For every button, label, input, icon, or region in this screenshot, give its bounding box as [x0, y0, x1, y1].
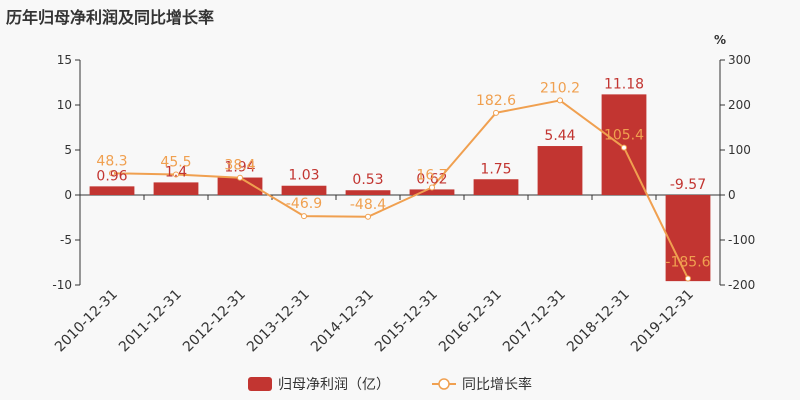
x-tick-label: 2016-12-31 [436, 287, 505, 356]
y-left-tick-label: -5 [60, 233, 72, 247]
growth-value-label: 182.6 [476, 93, 516, 109]
bar-value-label: 5.44 [544, 128, 575, 144]
x-tick-label: 2012-12-31 [180, 287, 249, 356]
legend-bar-swatch [248, 377, 272, 391]
growth-point [301, 213, 307, 220]
bar [217, 177, 263, 195]
growth-value-label: 16.7 [416, 167, 447, 183]
growth-value-label: -48.4 [350, 197, 386, 213]
growth-point [109, 170, 115, 177]
y-left-tick-label: 0 [64, 188, 72, 202]
bar [473, 179, 519, 195]
x-tick-label: 2014-12-31 [308, 287, 377, 356]
y-right-unit: % [714, 33, 726, 47]
growth-value-label: 45.5 [160, 155, 191, 171]
bar-value-label: 11.18 [604, 76, 644, 92]
x-tick-label: 2010-12-31 [52, 287, 121, 356]
growth-point [237, 174, 243, 181]
growth-point [685, 275, 691, 282]
bar [153, 182, 199, 195]
x-tick-label: 2018-12-31 [564, 287, 633, 356]
bar [409, 189, 455, 195]
y-right-tick-label: 300 [728, 53, 751, 67]
bar-value-label: 1.94 [224, 160, 255, 176]
bar-value-label: 1.4 [165, 164, 187, 180]
growth-line [111, 99, 689, 279]
growth-point [557, 97, 563, 104]
growth-point [493, 109, 499, 116]
growth-point [429, 184, 435, 191]
x-tick-label: 2015-12-31 [372, 287, 441, 356]
y-right-tick-label: 100 [728, 143, 751, 157]
bar-value-label: -9.57 [670, 177, 706, 193]
bar-value-label: 1.75 [480, 161, 511, 177]
growth-point [365, 213, 371, 220]
growth-value-label: -185.6 [665, 255, 710, 271]
bar [345, 190, 391, 195]
y-right-tick-label: -100 [728, 233, 755, 247]
bar [89, 186, 135, 195]
x-tick-label: 2013-12-31 [244, 287, 313, 356]
y-right-tick-label: 200 [728, 98, 751, 112]
y-left-tick-label: 10 [57, 98, 72, 112]
bar [537, 146, 583, 195]
growth-value-label: 38.4 [224, 158, 255, 174]
bar-value-label: 0.96 [96, 168, 127, 184]
growth-value-label: 48.3 [96, 153, 127, 169]
y-left-tick-label: -10 [52, 278, 72, 292]
bar-value-label: 0.53 [352, 172, 383, 188]
y-left-tick-label: 15 [57, 53, 72, 67]
growth-point [173, 171, 179, 178]
x-tick-label: 2017-12-31 [500, 287, 569, 356]
y-right-tick-label: 0 [728, 188, 736, 202]
bar-value-label: 1.03 [288, 168, 319, 184]
y-right-tick-label: -200 [728, 278, 755, 292]
bar [665, 195, 711, 282]
x-tick-label: 2011-12-31 [116, 287, 185, 356]
growth-value-label: 210.2 [540, 80, 580, 96]
growth-value-label: -46.9 [286, 196, 322, 212]
growth-value-label: 105.4 [604, 128, 644, 144]
chart-title: 历年归母净利润及同比增长率 [6, 8, 215, 27]
x-tick-label: 2019-12-31 [628, 287, 697, 356]
legend-line-marker [438, 378, 450, 390]
bar-value-label: 0.62 [416, 171, 447, 187]
growth-point [621, 144, 627, 151]
y-left-tick-label: 5 [64, 143, 72, 157]
legend-line-label: 同比增长率 [462, 376, 532, 393]
legend-bar-label: 归母净利润（亿） [278, 376, 390, 393]
bar [281, 185, 327, 195]
